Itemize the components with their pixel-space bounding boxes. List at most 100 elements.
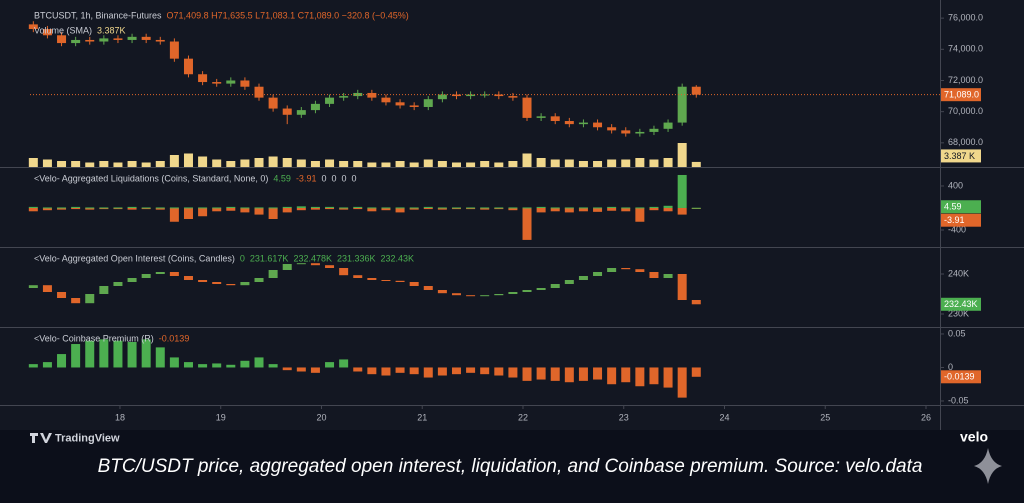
bar xyxy=(28,206,38,208)
bar xyxy=(635,158,645,167)
bar xyxy=(99,207,109,210)
brand: TradingView xyxy=(55,432,120,444)
candle-body xyxy=(367,278,377,280)
candle-body xyxy=(339,96,349,98)
bar xyxy=(691,367,701,377)
bar xyxy=(367,162,377,167)
bar xyxy=(536,367,546,380)
volume-badge-text: 3.387 K xyxy=(944,151,975,161)
chart-background xyxy=(0,0,1024,430)
header-text: <Velo- Aggregated Open Interest (Coins, … xyxy=(34,253,235,263)
bar xyxy=(296,159,306,167)
y-tick-label: -400 xyxy=(948,224,966,234)
candle-body xyxy=(564,121,574,125)
bar xyxy=(254,207,264,215)
bar xyxy=(155,207,165,210)
bar xyxy=(113,207,123,209)
bar xyxy=(226,161,236,167)
bar xyxy=(310,207,320,210)
bar xyxy=(508,161,518,167)
y-tick-label: 70,000.0 xyxy=(948,106,983,116)
bar xyxy=(677,174,687,208)
bar xyxy=(409,207,419,210)
candle-body xyxy=(550,116,560,122)
bar xyxy=(395,367,405,373)
bar xyxy=(99,339,109,368)
bar xyxy=(423,206,433,208)
candle-body xyxy=(57,35,67,44)
header-text: O71,409.8 H71,635.5 L71,083.1 C71,089.0 … xyxy=(167,10,409,20)
candle-body xyxy=(183,58,193,75)
bar xyxy=(198,156,208,167)
candle-body xyxy=(310,103,320,111)
bar xyxy=(113,207,123,210)
bar xyxy=(71,344,81,368)
bar xyxy=(663,158,673,167)
candle-body xyxy=(593,122,603,128)
bar xyxy=(578,367,588,381)
bar xyxy=(169,357,179,368)
bar xyxy=(451,207,461,209)
bar xyxy=(536,207,546,213)
bar xyxy=(663,367,673,388)
candle-body xyxy=(113,38,123,40)
candle-body xyxy=(42,285,52,292)
candle-body xyxy=(99,286,109,294)
bar xyxy=(226,206,236,208)
candle-body xyxy=(423,99,433,107)
bar xyxy=(99,161,109,167)
y-tick-label: 400 xyxy=(948,180,963,190)
bar xyxy=(663,207,673,212)
candle-body xyxy=(522,290,532,292)
bar xyxy=(57,207,67,210)
bar xyxy=(268,364,278,368)
bar xyxy=(677,367,687,398)
bar xyxy=(226,364,236,368)
bar xyxy=(494,367,504,376)
candle-body xyxy=(226,80,236,84)
header-text: -3.91 xyxy=(296,173,317,183)
candle-body xyxy=(71,298,81,304)
candle-body xyxy=(536,116,546,118)
candle-body xyxy=(381,280,391,281)
candle-body xyxy=(282,264,292,270)
bar xyxy=(127,342,137,368)
header-text: 232.43K xyxy=(381,253,415,263)
bar xyxy=(593,207,603,212)
bar xyxy=(423,367,433,378)
candle-body xyxy=(198,74,208,83)
bar xyxy=(508,207,518,209)
bar xyxy=(451,367,461,375)
bar xyxy=(141,207,151,210)
y-tick-label: 72,000.0 xyxy=(948,75,983,85)
candle-body xyxy=(42,29,52,36)
bar xyxy=(578,207,588,212)
bar xyxy=(325,159,335,167)
bar xyxy=(508,207,518,211)
bar xyxy=(649,206,659,208)
bar xyxy=(113,340,123,368)
bar xyxy=(268,207,278,219)
bar xyxy=(226,207,236,211)
x-tick-label: 19 xyxy=(216,412,226,422)
liq-badge xyxy=(941,200,981,214)
bar xyxy=(240,159,250,167)
bar xyxy=(240,207,250,209)
bar xyxy=(536,206,546,208)
candle-body xyxy=(677,86,687,123)
y-tick-label: 0.05 xyxy=(948,328,966,338)
bar xyxy=(677,143,687,167)
candle-body xyxy=(635,269,645,272)
bar xyxy=(451,207,461,210)
bar xyxy=(635,207,645,222)
candle-body xyxy=(325,97,335,104)
panel-borders xyxy=(0,0,1024,430)
bar xyxy=(437,367,447,376)
candle-body xyxy=(621,268,631,270)
candle-body xyxy=(198,280,208,282)
candle-body xyxy=(691,300,701,305)
candle-body xyxy=(183,276,193,280)
header-text: -0.0139 xyxy=(159,333,190,343)
bar xyxy=(183,207,193,209)
bar xyxy=(169,155,179,167)
